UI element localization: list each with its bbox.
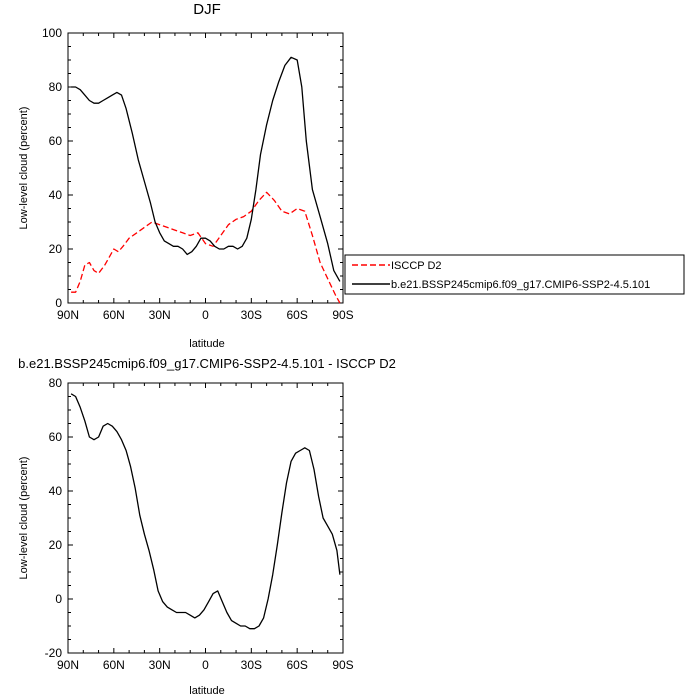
legend-label-model: b.e21.BSSP245cmip6.f09_g17.CMIP6-SSP2-4.… — [391, 279, 650, 291]
chart2-xlabel: latitude — [189, 685, 224, 697]
chart2-ytick-label: 60 — [49, 430, 63, 444]
chart1-xtick-label: 90S — [332, 308, 353, 322]
chart2-ytick-label: -20 — [45, 646, 63, 660]
chart1-ytick-label: 20 — [49, 242, 63, 256]
chart2-ytick-label: 0 — [55, 592, 62, 606]
chart1-xlabel: latitude — [189, 338, 224, 350]
chart1-xtick-label: 90N — [57, 308, 79, 322]
chart1-xtick-label: 60S — [286, 308, 307, 322]
chart2-ylabel: Low-level cloud (percent) — [18, 457, 30, 580]
chart1-title: DJF — [193, 1, 221, 18]
chart2-xtick-label: 0 — [202, 658, 209, 672]
legend-box — [344, 254, 685, 295]
chart1-series-0-line — [71, 191, 341, 304]
chart1-ytick-label: 40 — [49, 188, 63, 202]
chart2-xtick-label: 90N — [57, 658, 79, 672]
chart1-ytick-label: 0 — [55, 296, 62, 310]
chart2-plot-area: 90N 60N 30N 0 30S 60S 90S -20 0 20 40 60 80 — [45, 376, 354, 672]
chart2-ytick-label: 40 — [49, 484, 63, 498]
chart1-ytick-label: 80 — [49, 80, 63, 94]
chart1-xtick-label: 30S — [241, 308, 262, 322]
chart1-ylabel: Low-level cloud (percent) — [18, 107, 30, 230]
chart2-ytick-label: 80 — [49, 376, 63, 390]
chart1-frame — [67, 32, 344, 304]
chart2-series-0-line — [70, 393, 341, 630]
chart2-xtick-label: 30N — [149, 658, 171, 672]
chart2-xtick-label: 60N — [103, 658, 125, 672]
chart2-xtick-label: 30S — [241, 658, 262, 672]
chart1-series-1-line — [71, 56, 341, 282]
chart1-xtick-label: 0 — [202, 308, 209, 322]
chart1-ytick-label: 100 — [42, 26, 62, 40]
chart1-xtick-label: 30N — [149, 308, 171, 322]
chart1-legend: ISCCP D2 b.e21.BSSP245cmip6.f09_g17.CMIP… — [344, 254, 685, 295]
chart2-frame — [67, 382, 344, 654]
chart2-xtick-label: 60S — [286, 658, 307, 672]
chart2-ytick-label: 20 — [49, 538, 63, 552]
chart1-ytick-label: 60 — [49, 134, 63, 148]
chart2-xtick-label: 90S — [332, 658, 353, 672]
chart2-title: b.e21.BSSP245cmip6.f09_g17.CMIP6-SSP2-4.… — [18, 356, 396, 371]
chart1-xtick-label: 60N — [103, 308, 125, 322]
chart1-plot-area: 90N 60N 30N 0 30S 60S 90S 0 20 40 60 80 100 — [42, 26, 354, 322]
legend-label-isccp: ISCCP D2 — [391, 260, 442, 272]
